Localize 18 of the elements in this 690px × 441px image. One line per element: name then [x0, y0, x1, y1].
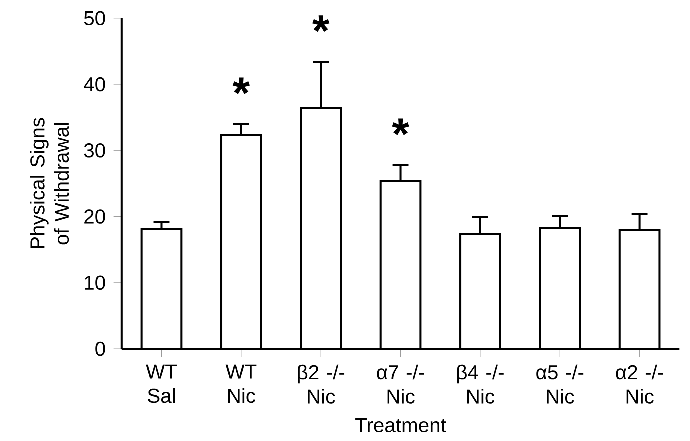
annotation: * — [232, 78, 250, 94]
y-tick-label: 10 — [85, 276, 106, 290]
y-tick-label: 20 — [84, 210, 106, 224]
y-tick-label: 30 — [84, 144, 106, 158]
y-tick-label: 40 — [84, 77, 106, 92]
x-tick-label: α5 -/- Nic — [536, 364, 584, 404]
x-tick-label: WT Sal — [146, 364, 177, 404]
x-tick-label: α2 -/- Nic — [616, 364, 664, 404]
x-tick-label: WT Nic — [226, 364, 257, 404]
annotation: * — [312, 16, 330, 32]
annotation: * — [392, 118, 410, 136]
y-tick-label: 0 — [96, 342, 106, 356]
y-tick-label: 50 — [84, 11, 106, 26]
x-tick-label: β2 -/- Nic — [298, 364, 345, 404]
y-axis-title: Physical Signs of Withdrawal — [30, 118, 70, 248]
x-tick-label: β4 -/- Nic — [458, 364, 504, 404]
x-axis-title: Treatment — [356, 418, 446, 433]
x-tick-label: α7 -/- Nic — [377, 364, 424, 404]
